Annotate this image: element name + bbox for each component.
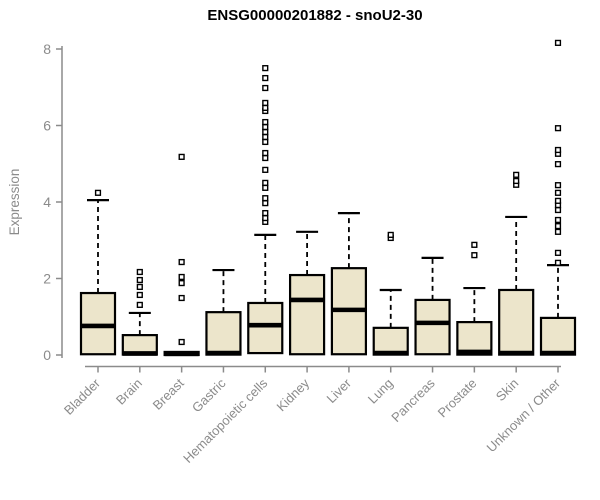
iqr-box [539,316,577,356]
box-lung [372,231,409,356]
outlier-point [136,291,143,299]
outlier-point [262,200,269,207]
box-prostate [456,241,493,356]
box-bladder [79,189,117,356]
box-skin [498,171,535,356]
iqr-box [247,301,284,355]
outlier-point [262,184,269,191]
outlier-point [262,138,269,146]
y-tick-label: 6 [43,118,51,134]
outlier-point [471,252,478,259]
iqr-box [288,273,326,356]
outlier-point [136,268,143,276]
box-hematopoietic-cells [247,65,284,355]
outlier-point [262,74,269,82]
x-tick-label: Brain [113,376,145,408]
outlier-point [513,171,520,178]
box-brain [121,268,158,356]
x-tick-label: Gastric [189,375,229,415]
outlier-point [178,273,185,281]
outlier-point [554,228,562,235]
x-tick-label: Unknown / Other [484,375,564,455]
outlier-point [262,128,269,136]
outlier-point [178,294,185,302]
box-gastric [205,268,242,356]
outlier-point [513,177,520,185]
box-breast [163,153,200,357]
iqr-box [414,298,451,356]
outlier-point [387,231,394,238]
outlier-point [471,241,478,248]
outlier-point [262,118,269,126]
y-tick-label: 0 [43,347,51,363]
x-tick-label: Prostate [435,376,480,421]
iqr-box [205,311,242,356]
outlier-point [554,189,562,196]
x-tick-label: Bladder [61,375,104,418]
outlier-point [262,149,269,157]
y-tick-label: 2 [43,271,51,287]
outlier-point [554,249,562,256]
outlier-point [262,99,269,107]
x-tick-label: Pancreas [388,375,438,425]
outlier-point [178,153,185,160]
outlier-point [262,166,269,173]
outlier-point [262,65,269,72]
outlier-point [136,283,143,291]
outlier-point [554,206,562,214]
box-liver [330,211,368,356]
y-axis: 0 2 4 6 8 [43,41,63,363]
outlier-point [262,195,269,202]
x-tick-label: Kidney [273,375,312,414]
x-tick-label: Skin [493,376,521,404]
outlier-point [262,104,269,112]
outlier-point [262,133,269,141]
outlier-point [554,182,562,189]
outlier-point [136,276,143,284]
iqr-box [456,321,493,356]
outlier-point [554,259,562,266]
outlier-point [262,123,269,131]
outlier-point [94,189,102,196]
x-tick-label: Lung [365,376,396,407]
outlier-point [262,179,269,186]
outlier-point [554,197,562,204]
chart-title: ENSG00000201882 - snoU2-30 [207,7,423,24]
outlier-point [178,258,185,266]
iqr-box [498,288,535,356]
box-pancreas [414,256,451,356]
x-tick-label: Liver [323,375,354,406]
outlier-point [554,125,562,132]
outlier-point [262,154,269,162]
x-tick-label: Breast [150,375,187,412]
iqr-box [372,326,409,356]
y-tick-label: 4 [43,194,51,210]
box-kidney [288,230,326,356]
y-tick-label: 8 [43,41,51,57]
outlier-point [262,214,269,222]
outlier-point [178,338,185,346]
outlier-point [136,301,143,308]
outlier-point [262,209,269,217]
outlier-point [554,39,562,46]
outlier-point [554,161,562,168]
outlier-point [178,279,185,287]
outlier-point [554,216,562,224]
outlier-point [554,146,562,154]
outlier-point [554,222,562,230]
box-unknown-other [539,39,577,356]
outlier-point [262,84,269,92]
